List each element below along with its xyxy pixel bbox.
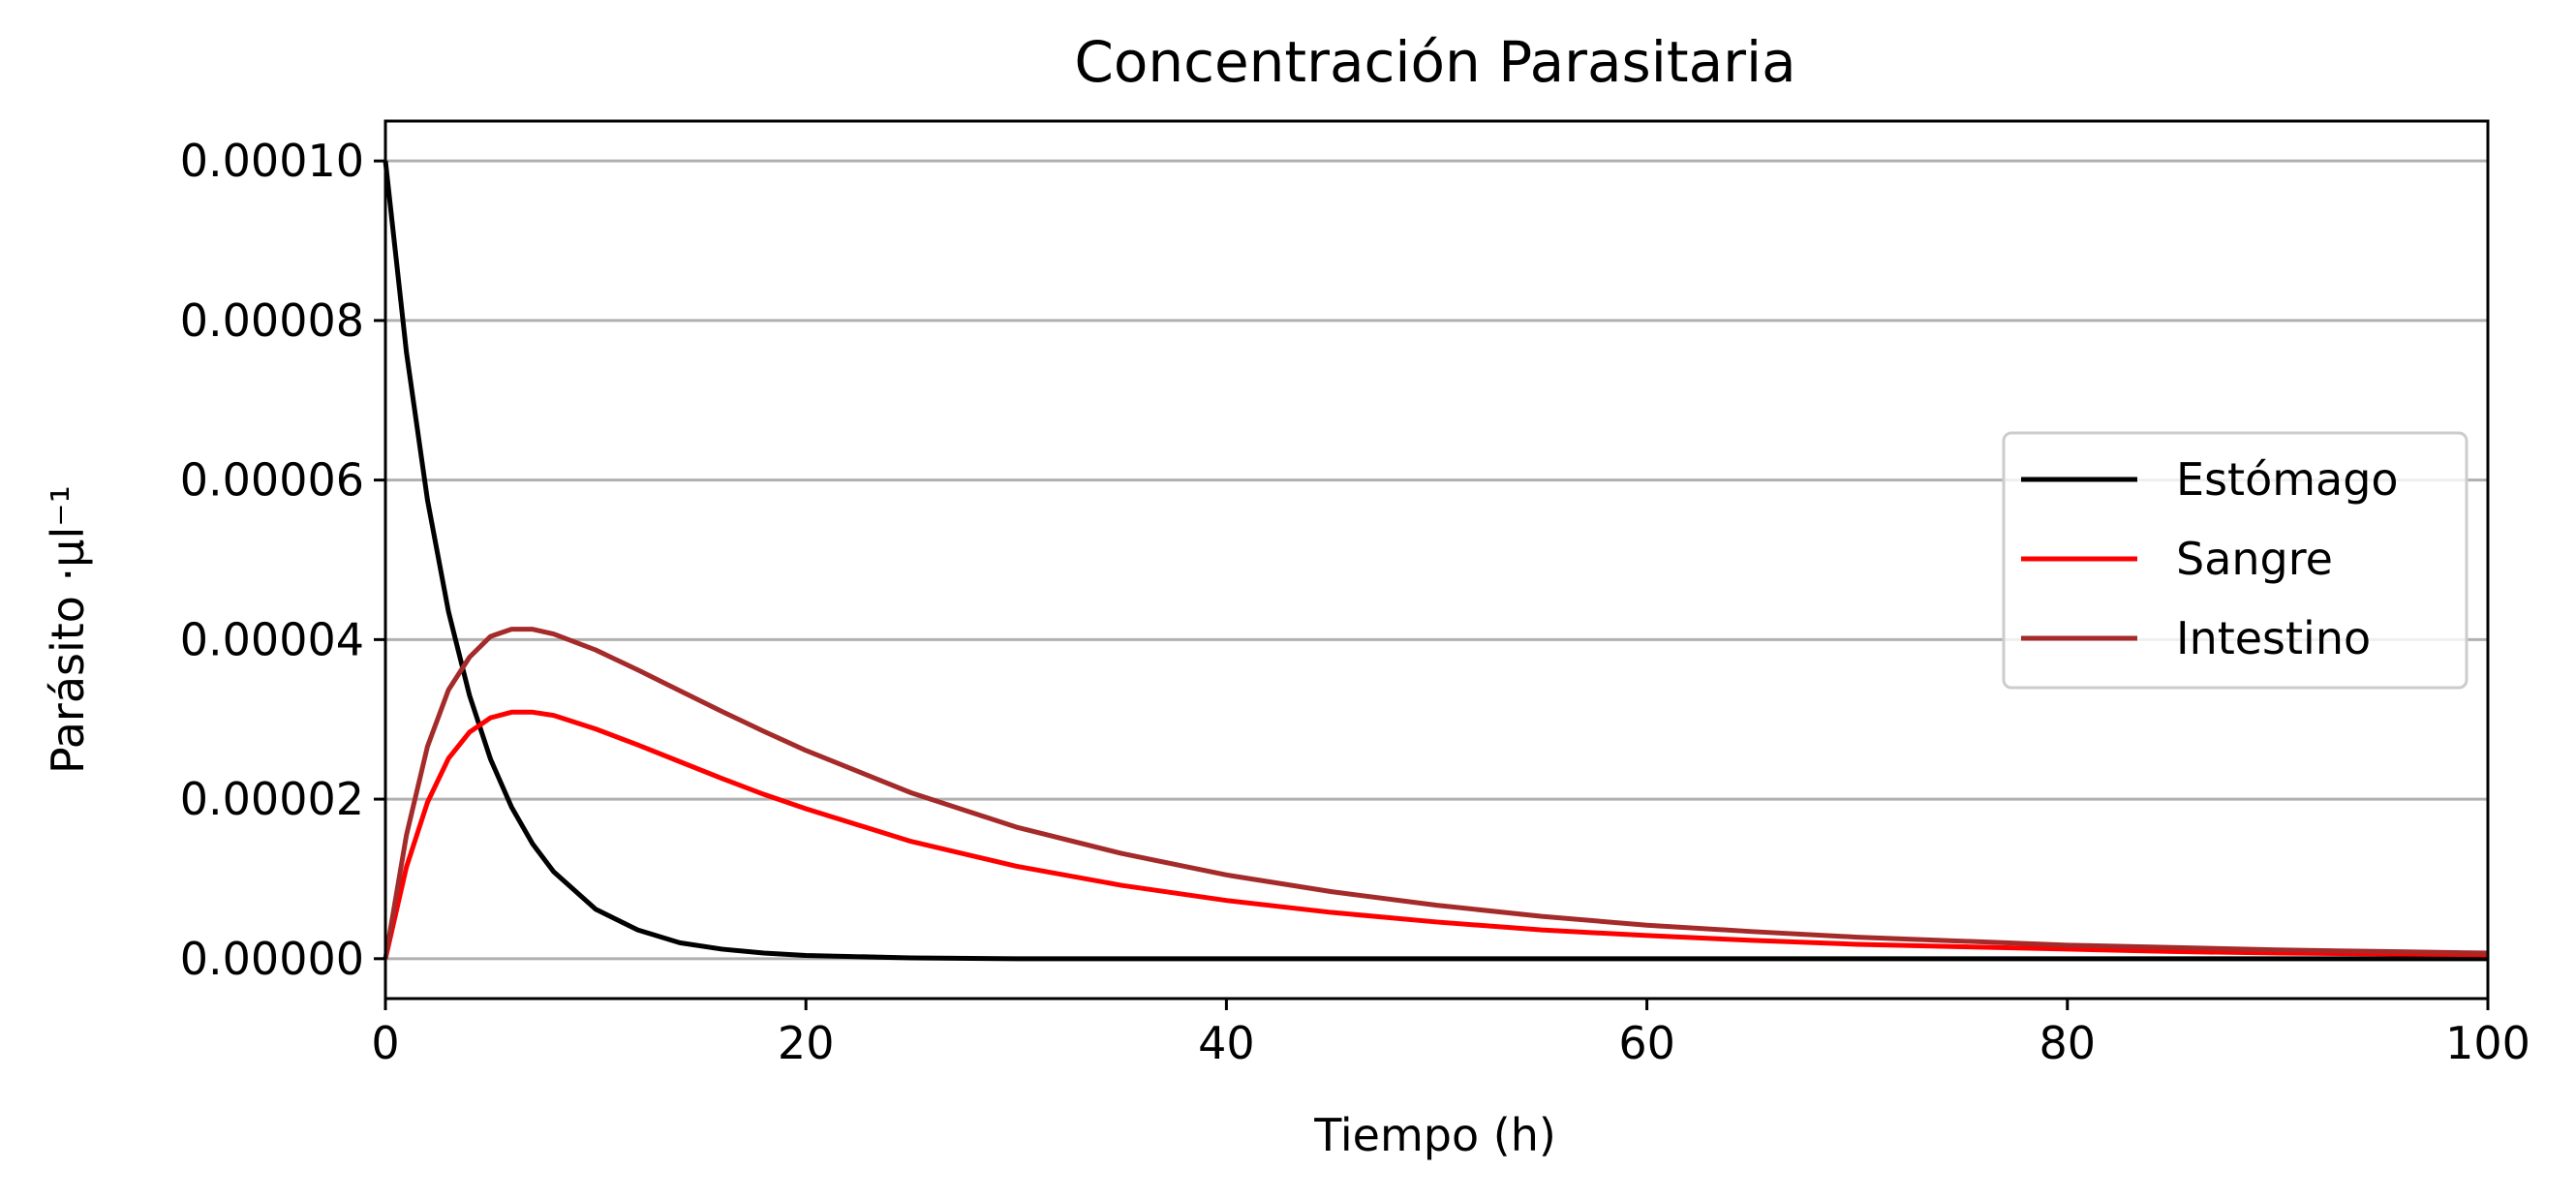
series-line-est-mago — [383, 160, 2488, 962]
x-tick-label-1: 20 — [778, 1017, 835, 1069]
x-tick-label-0: 0 — [371, 1017, 399, 1069]
x-tick-label-3: 60 — [1618, 1017, 1675, 1069]
y-tick-label-1: 0.00002 — [180, 773, 364, 825]
series-line-sangre — [383, 709, 2489, 960]
y-tick-label-5: 0.00010 — [180, 135, 364, 187]
series-lines — [383, 160, 2489, 962]
y-tick-label-3: 0.00006 — [180, 454, 364, 507]
legend-label-est-mago: Estómago — [2176, 453, 2399, 506]
chart-title: Concentración Parasitaria — [1074, 29, 1795, 95]
y-tick-label-0: 0.00000 — [180, 933, 364, 985]
legend-label-intestino: Intestino — [2176, 612, 2371, 664]
y-axis-ticks: 0.00000 0.00002 0.00004 0.00006 0.00008 0.000… — [180, 135, 385, 985]
x-tick-label-2: 40 — [1198, 1017, 1255, 1069]
plot-frame — [383, 119, 2490, 1001]
y-tick-label-2: 0.00004 — [180, 613, 364, 665]
x-tick-label-4: 80 — [2039, 1017, 2097, 1069]
legend: Estómago Sangre Intestino — [2002, 431, 2469, 690]
x-axis-ticks: 0 20 40 60 80 100 — [371, 999, 2530, 1069]
x-axis-label: Tiempo (h) — [1313, 1109, 1556, 1161]
y-axis-label: Parásito ·μl⁻¹ — [42, 485, 94, 774]
series-line-intestino — [383, 627, 2489, 960]
x-tick-label-5: 100 — [2445, 1017, 2530, 1069]
y-tick-label-4: 0.00008 — [180, 294, 364, 347]
legend-label-sangre: Sangre — [2176, 533, 2333, 585]
legend-frame — [2002, 431, 2469, 690]
